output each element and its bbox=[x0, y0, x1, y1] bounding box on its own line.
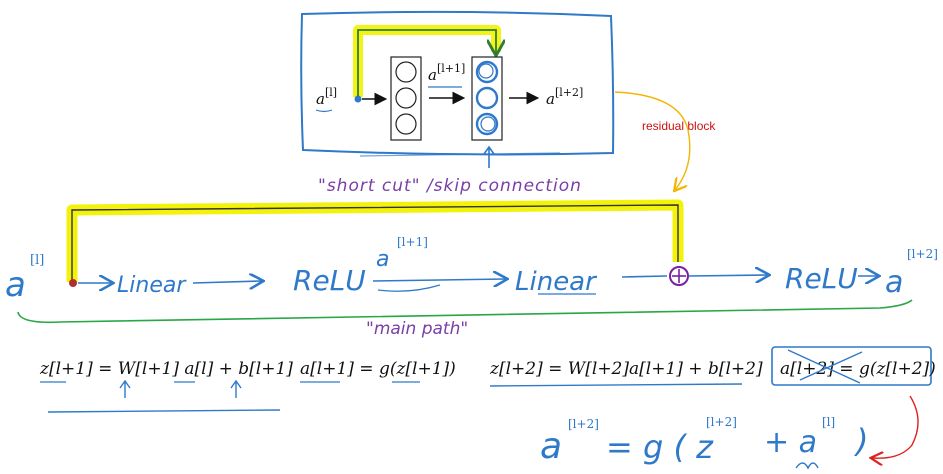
main-path-line bbox=[17, 299, 913, 324]
layer-1 bbox=[390, 56, 422, 141]
svg-text:[l+2]: [l+2] bbox=[568, 417, 599, 431]
equation-3: z[l+2] = W[l+2]a[l+1] + b[l+2] bbox=[489, 359, 763, 379]
main-path: a [l] Linear ReLU a [l+1] Linear ReLU a … bbox=[5, 235, 938, 305]
main-end-sup: [l+2] bbox=[907, 247, 938, 261]
layer-2 bbox=[471, 56, 503, 141]
main-start-a: a bbox=[5, 265, 26, 305]
linear-1: Linear bbox=[117, 273, 187, 298]
svg-text:[l+2]: [l+2] bbox=[706, 415, 737, 429]
up-arrow-layer2 bbox=[483, 145, 495, 168]
main-mid-sup: [l+1] bbox=[397, 235, 428, 249]
equation-4: a[l+2] = g(z[l+2]) bbox=[780, 359, 936, 379]
relu-2: ReLU bbox=[785, 262, 858, 295]
main-start-node bbox=[69, 279, 77, 287]
svg-text:[l]: [l] bbox=[822, 415, 835, 429]
middle-label: a bbox=[428, 66, 437, 84]
top-skip-connection bbox=[353, 25, 496, 97]
linear-2: Linear bbox=[515, 267, 598, 297]
svg-text:+ a: + a bbox=[764, 425, 817, 460]
residual-block-box bbox=[300, 10, 615, 157]
shortcut-caption: "short cut" /skip connection bbox=[318, 176, 582, 196]
main-skip-connection bbox=[66, 199, 684, 282]
equation-1: z[l+1] = W[l+1] a[l] + b[l+1] bbox=[39, 359, 293, 379]
main-end-a: a bbox=[885, 265, 903, 300]
equations: z[l+1] = W[l+1] a[l] + b[l+1] a[l+1] = g… bbox=[39, 346, 936, 470]
residual-block-connector bbox=[614, 91, 691, 190]
main-path-caption: "main path" bbox=[366, 319, 468, 339]
svg-text:a: a bbox=[540, 426, 562, 467]
main-mid-a: a bbox=[376, 247, 389, 272]
svg-text:): ) bbox=[854, 422, 868, 460]
residual-block-label: residual block bbox=[642, 119, 716, 133]
equation-2: a[l+1] = g(z[l+1]) bbox=[300, 359, 456, 379]
relu-1: ReLU bbox=[293, 264, 366, 297]
replace-arrow bbox=[872, 395, 919, 458]
input-node bbox=[354, 95, 362, 103]
input-sup: [l] bbox=[325, 86, 337, 99]
output-label: a bbox=[546, 90, 555, 108]
addition-node bbox=[669, 266, 689, 286]
main-start-sup: [l] bbox=[30, 253, 44, 268]
middle-sup: [l+1] bbox=[437, 62, 465, 75]
output-sup: [l+2] bbox=[555, 86, 583, 99]
svg-text:= g ( z: = g ( z bbox=[606, 428, 714, 466]
input-label: a bbox=[316, 90, 325, 108]
equation-5: a [l+2] = g ( z [l+2] + a [l] ) bbox=[540, 415, 868, 470]
equation-4-crossed: a[l+2] = g(z[l+2]) bbox=[771, 346, 936, 386]
